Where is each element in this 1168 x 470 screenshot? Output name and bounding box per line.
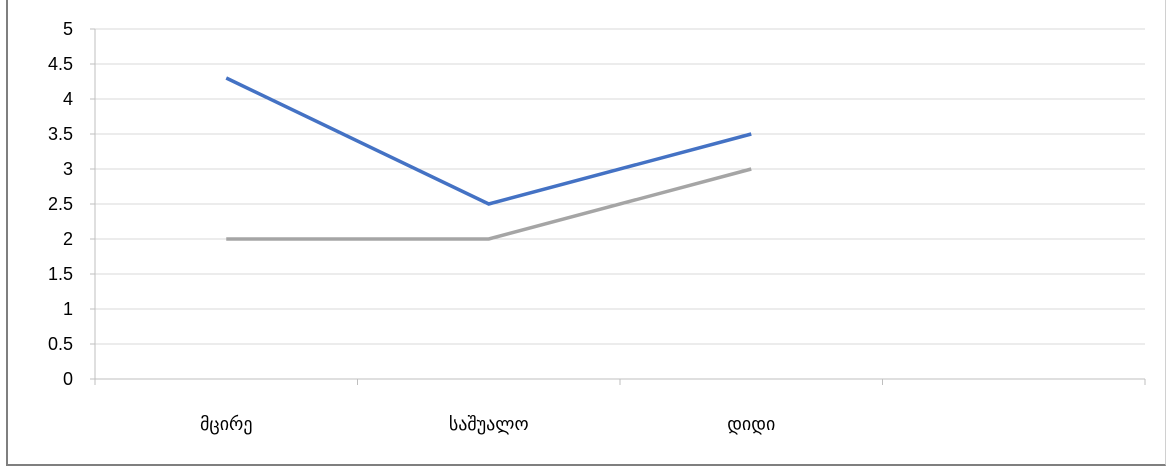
x-category-label: დიდი xyxy=(727,414,775,435)
y-tick-label: 4.5 xyxy=(48,54,73,74)
y-tick-label: 0.5 xyxy=(48,334,73,354)
y-tick-label: 1 xyxy=(63,299,73,319)
y-tick-label: 3 xyxy=(63,159,73,179)
y-tick-label: 2 xyxy=(63,229,73,249)
y-tick-label: 4 xyxy=(63,89,73,109)
y-tick-label: 3.5 xyxy=(48,124,73,144)
y-tick-label: 0 xyxy=(63,369,73,389)
chart-frame xyxy=(6,0,1166,466)
y-tick-label: 5 xyxy=(63,19,73,39)
x-category-label: მცირე xyxy=(200,414,252,435)
x-category-label: საშუალო xyxy=(449,414,529,435)
series-line xyxy=(225,76,752,206)
y-tick-label: 2.5 xyxy=(48,194,73,214)
y-tick-label: 1.5 xyxy=(48,264,73,284)
